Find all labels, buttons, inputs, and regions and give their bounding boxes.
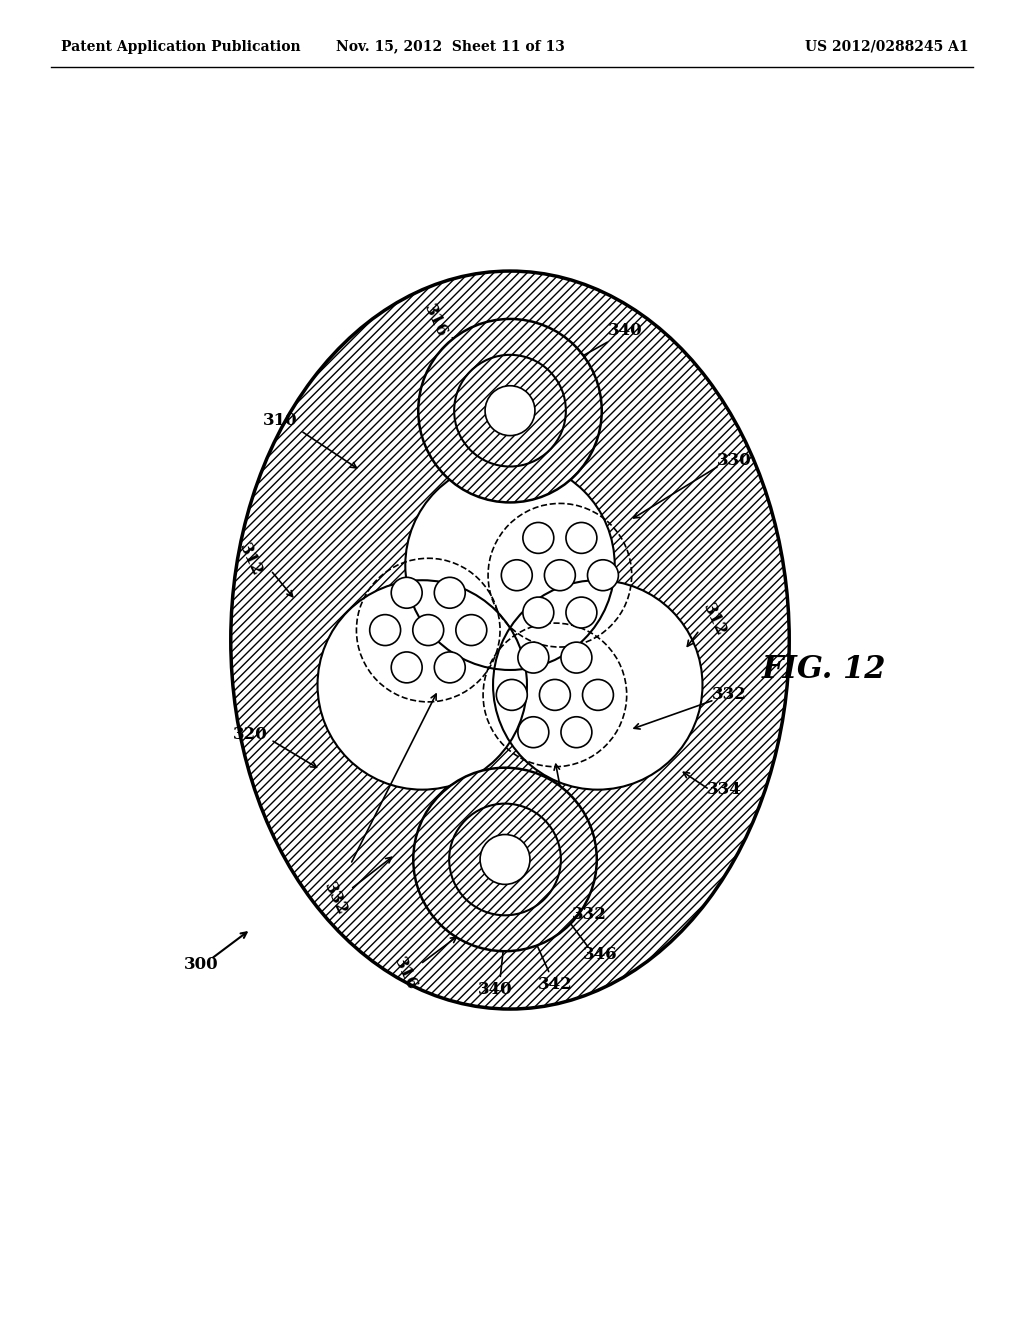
Circle shape — [413, 615, 443, 645]
Text: 342: 342 — [538, 975, 572, 993]
Text: 340: 340 — [607, 322, 642, 339]
Text: 316: 316 — [390, 954, 420, 994]
Text: 320: 320 — [233, 726, 268, 743]
Text: 316: 316 — [420, 302, 451, 341]
Circle shape — [317, 581, 527, 789]
Circle shape — [414, 768, 597, 952]
Circle shape — [450, 804, 561, 915]
Text: 310: 310 — [263, 412, 298, 429]
Text: 332: 332 — [712, 686, 746, 704]
Circle shape — [523, 523, 554, 553]
Circle shape — [418, 319, 602, 503]
Circle shape — [493, 581, 702, 789]
Circle shape — [518, 642, 549, 673]
Text: 340: 340 — [478, 981, 512, 998]
Circle shape — [455, 355, 566, 466]
Text: FIG. 12: FIG. 12 — [762, 655, 887, 685]
Text: 332: 332 — [321, 880, 350, 919]
Circle shape — [391, 577, 422, 609]
Circle shape — [406, 461, 614, 671]
Circle shape — [480, 834, 530, 884]
Circle shape — [566, 597, 597, 628]
Circle shape — [434, 652, 465, 682]
Text: 334: 334 — [707, 781, 741, 799]
Circle shape — [456, 615, 486, 645]
Circle shape — [370, 615, 400, 645]
Text: 332: 332 — [572, 906, 607, 923]
Circle shape — [545, 560, 575, 590]
Circle shape — [588, 560, 618, 590]
Circle shape — [540, 680, 570, 710]
Circle shape — [518, 717, 549, 747]
Text: 330: 330 — [717, 451, 752, 469]
Text: 312: 312 — [236, 541, 266, 579]
Circle shape — [561, 642, 592, 673]
Circle shape — [485, 385, 535, 436]
Text: 300: 300 — [183, 956, 218, 973]
Ellipse shape — [230, 271, 790, 1008]
Circle shape — [566, 523, 597, 553]
Text: Patent Application Publication: Patent Application Publication — [61, 40, 301, 54]
Circle shape — [583, 680, 613, 710]
Circle shape — [434, 577, 465, 609]
Text: Nov. 15, 2012  Sheet 11 of 13: Nov. 15, 2012 Sheet 11 of 13 — [336, 40, 564, 54]
Text: US 2012/0288245 A1: US 2012/0288245 A1 — [805, 40, 969, 54]
Circle shape — [561, 717, 592, 747]
Circle shape — [523, 597, 554, 628]
Circle shape — [391, 652, 422, 682]
Text: 346: 346 — [583, 945, 617, 962]
Text: 312: 312 — [699, 601, 729, 639]
Circle shape — [502, 560, 532, 590]
Circle shape — [497, 680, 527, 710]
